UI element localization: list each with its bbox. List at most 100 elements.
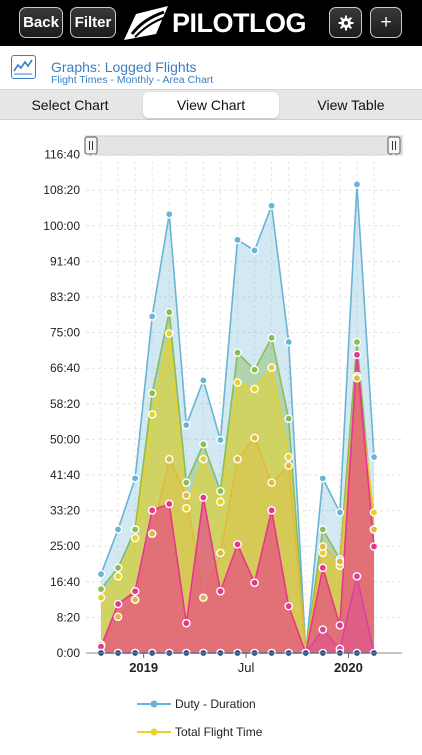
range-slider-right-handle[interactable] <box>387 136 401 155</box>
data-point[interactable] <box>164 329 174 338</box>
data-point[interactable] <box>318 542 328 551</box>
data-point[interactable] <box>233 378 242 387</box>
data-point[interactable] <box>352 572 362 581</box>
data-point[interactable] <box>182 618 191 628</box>
y-tick-label: 16:40 <box>50 575 80 589</box>
data-point[interactable] <box>199 493 208 502</box>
data-point[interactable] <box>113 612 123 622</box>
data-point[interactable] <box>284 414 293 424</box>
data-point[interactable] <box>216 486 225 496</box>
data-point[interactable] <box>369 525 379 534</box>
tab-view-chart[interactable]: View Chart <box>143 92 279 118</box>
back-button[interactable]: Back <box>19 7 63 38</box>
range-slider-track[interactable] <box>85 135 403 156</box>
x-tick-label: 2019 <box>129 660 158 675</box>
data-point[interactable] <box>130 586 140 596</box>
data-point[interactable] <box>335 621 345 630</box>
series-area <box>101 576 374 653</box>
data-point[interactable] <box>318 474 328 483</box>
data-point[interactable] <box>250 365 259 375</box>
data-point[interactable] <box>318 525 328 534</box>
data-point[interactable] <box>199 439 208 449</box>
data-point[interactable] <box>164 499 174 509</box>
filter-button[interactable]: Filter <box>70 7 116 38</box>
data-point[interactable] <box>182 491 191 500</box>
data-point[interactable] <box>250 246 259 255</box>
data-point[interactable] <box>147 388 157 398</box>
data-point[interactable] <box>267 478 276 487</box>
data-point[interactable] <box>96 584 106 594</box>
data-point[interactable] <box>318 563 328 573</box>
data-point[interactable] <box>147 505 157 515</box>
data-point[interactable] <box>182 420 191 430</box>
data-point[interactable] <box>284 601 293 611</box>
y-tick-label: 100:00 <box>43 219 80 233</box>
data-point[interactable] <box>267 201 276 211</box>
data-point[interactable] <box>369 508 379 517</box>
legend-item-total-flight-time[interactable]: Total Flight Time <box>137 725 262 739</box>
data-point[interactable] <box>113 599 123 609</box>
data-point[interactable] <box>96 593 106 602</box>
data-point[interactable] <box>352 373 362 383</box>
legend-label: Total Flight Time <box>175 725 263 739</box>
data-point[interactable] <box>267 505 276 515</box>
data-point[interactable] <box>199 593 208 602</box>
data-point[interactable] <box>164 454 174 464</box>
settings-button[interactable] <box>329 7 362 38</box>
data-point[interactable] <box>147 529 157 539</box>
data-point[interactable] <box>284 452 293 462</box>
tab-view-table[interactable]: View Table <box>317 97 385 113</box>
page-subtitle: Flight Times - Monthly - Area Chart <box>51 74 214 86</box>
data-point[interactable] <box>164 307 174 317</box>
data-point[interactable] <box>233 235 242 245</box>
data-point[interactable] <box>113 572 123 581</box>
data-point[interactable] <box>147 312 157 321</box>
data-point[interactable] <box>267 363 276 372</box>
data-point[interactable] <box>96 569 106 579</box>
add-button[interactable]: + <box>370 7 402 38</box>
data-point[interactable] <box>233 348 242 357</box>
data-point[interactable] <box>216 586 225 596</box>
data-point[interactable] <box>352 180 362 189</box>
data-point[interactable] <box>284 337 293 347</box>
y-tick-label: 91:40 <box>50 254 80 268</box>
data-point[interactable] <box>335 508 345 517</box>
data-point[interactable] <box>130 595 140 605</box>
line-chart-icon <box>11 55 36 79</box>
data-point[interactable] <box>233 454 242 464</box>
data-point[interactable] <box>182 503 191 513</box>
data-point[interactable] <box>369 542 379 551</box>
data-point[interactable] <box>113 525 123 534</box>
top-toolbar: Back Filter PILOTLOG + <box>0 0 422 46</box>
legend-item-duty[interactable]: Duty - Duration <box>137 697 256 711</box>
data-point[interactable] <box>113 563 123 573</box>
range-slider-left-handle[interactable] <box>84 136 98 155</box>
data-point[interactable] <box>352 350 362 360</box>
data-point[interactable] <box>130 533 140 543</box>
data-point[interactable] <box>250 384 259 394</box>
data-point[interactable] <box>216 548 225 558</box>
data-point[interactable] <box>216 497 225 507</box>
x-tick-label: 2020 <box>334 660 363 675</box>
data-point[interactable] <box>335 557 345 566</box>
data-point[interactable] <box>250 578 259 588</box>
gear-icon <box>338 15 353 30</box>
data-point[interactable] <box>284 461 293 470</box>
data-point[interactable] <box>130 474 140 483</box>
data-point[interactable] <box>267 333 276 343</box>
data-point[interactable] <box>216 435 225 445</box>
data-point[interactable] <box>318 625 328 634</box>
data-point[interactable] <box>250 433 259 443</box>
data-point[interactable] <box>182 478 191 487</box>
chart-canvas: 0:00 8:20 16:40 25:00 33:20 41:40 50:00 58:20 66… <box>43 135 403 675</box>
data-point[interactable] <box>199 376 208 385</box>
data-point[interactable] <box>164 209 174 219</box>
y-tick-label: 75:00 <box>50 326 80 340</box>
data-point[interactable] <box>352 337 362 347</box>
data-point[interactable] <box>233 540 242 549</box>
data-point[interactable] <box>369 452 379 462</box>
data-point[interactable] <box>147 410 157 419</box>
data-point[interactable] <box>199 454 208 464</box>
tab-select-chart[interactable]: Select Chart <box>31 97 109 113</box>
data-point[interactable] <box>130 525 140 534</box>
